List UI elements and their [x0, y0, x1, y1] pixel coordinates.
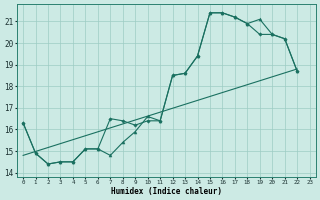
X-axis label: Humidex (Indice chaleur): Humidex (Indice chaleur) [111, 187, 222, 196]
